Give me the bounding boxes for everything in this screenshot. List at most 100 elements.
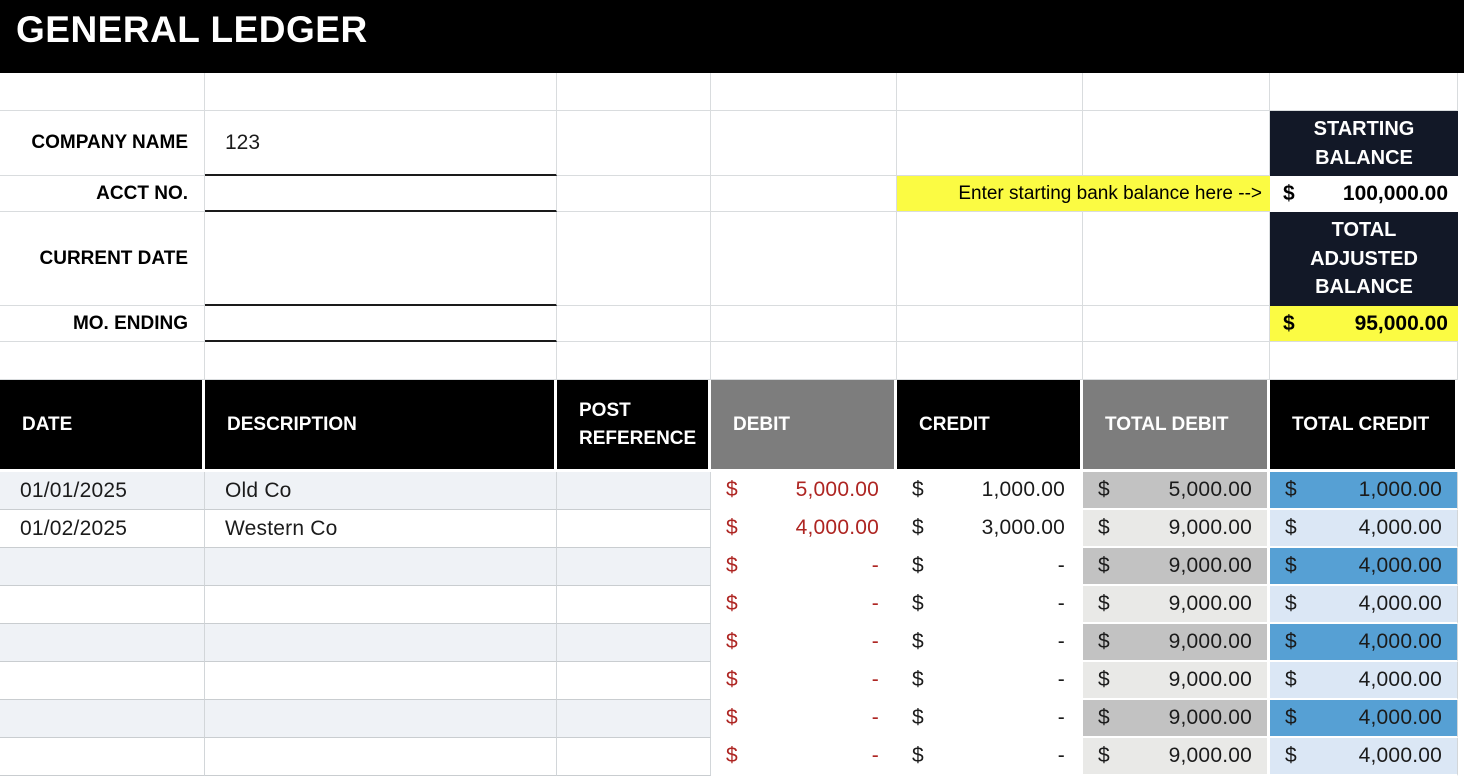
total-credit-amount: 4,000.00 (1358, 668, 1442, 691)
cell-debit[interactable]: $ - (711, 586, 897, 624)
cell-total-debit[interactable]: $ 9,000.00 (1083, 738, 1270, 776)
currency-symbol: $ (726, 630, 738, 653)
cell-total-debit[interactable]: $ 9,000.00 (1083, 662, 1270, 700)
header-description: DESCRIPTION (205, 380, 557, 472)
currency-symbol: $ (1098, 668, 1110, 691)
cell-total-credit[interactable]: $ 4,000.00 (1270, 548, 1458, 586)
cell-total-credit[interactable]: $ 1,000.00 (1270, 472, 1458, 510)
company-name-input[interactable]: 123 (205, 111, 557, 176)
cell-debit[interactable]: $ 4,000.00 (711, 510, 897, 548)
cell-description[interactable]: Old Co (205, 472, 557, 510)
cell-description[interactable]: Western Co (205, 510, 557, 548)
cell-credit[interactable]: $ - (897, 548, 1083, 586)
debit-amount: - (871, 630, 879, 653)
cell-post-reference[interactable] (557, 738, 711, 776)
cell-date[interactable] (0, 548, 205, 586)
empty-cell (711, 306, 897, 342)
debit-amount: - (871, 554, 879, 577)
cell-debit[interactable]: $ - (711, 662, 897, 700)
cell-total-debit[interactable]: $ 9,000.00 (1083, 624, 1270, 662)
cell-total-credit[interactable]: $ 4,000.00 (1270, 586, 1458, 624)
cell-post-reference[interactable] (557, 472, 711, 510)
cell-post-reference[interactable] (557, 510, 711, 548)
currency-symbol: $ (912, 516, 924, 539)
cell-credit[interactable]: $ - (897, 624, 1083, 662)
cell-date[interactable] (0, 662, 205, 700)
empty-cell (1083, 306, 1270, 342)
cell-post-reference[interactable] (557, 700, 711, 738)
cell-credit[interactable]: $ - (897, 586, 1083, 624)
debit-amount: 4,000.00 (795, 516, 879, 539)
cell-total-debit[interactable]: $ 9,000.00 (1083, 700, 1270, 738)
cell-description[interactable] (205, 700, 557, 738)
cell-total-debit[interactable]: $ 9,000.00 (1083, 510, 1270, 548)
header-date: DATE (0, 380, 205, 472)
total-debit-amount: 9,000.00 (1168, 744, 1252, 767)
acct-no-input[interactable] (205, 176, 557, 212)
table-row: $ - $ - $ 9,000.00 $ 4,000.00 (0, 738, 1464, 776)
cell-date[interactable]: 01/01/2025 (0, 472, 205, 510)
total-credit-amount: 4,000.00 (1358, 744, 1442, 767)
header-post-reference: POST REFERENCE (557, 380, 711, 472)
empty-cell (711, 342, 897, 380)
cell-credit[interactable]: $ - (897, 738, 1083, 776)
empty-cell (897, 342, 1083, 380)
starting-balance-value[interactable]: $ 100,000.00 (1270, 176, 1458, 212)
empty-cell (1270, 342, 1458, 380)
cell-description[interactable] (205, 624, 557, 662)
cell-total-debit[interactable]: $ 9,000.00 (1083, 548, 1270, 586)
header-total-debit: TOTAL DEBIT (1083, 380, 1270, 472)
total-debit-amount: 9,000.00 (1168, 516, 1252, 539)
cell-post-reference[interactable] (557, 624, 711, 662)
header-debit: DEBIT (711, 380, 897, 472)
cell-debit[interactable]: $ - (711, 738, 897, 776)
cell-date[interactable] (0, 738, 205, 776)
cell-credit[interactable]: $ - (897, 662, 1083, 700)
cell-date[interactable] (0, 624, 205, 662)
cell-total-credit[interactable]: $ 4,000.00 (1270, 700, 1458, 738)
table-row: $ - $ - $ 9,000.00 $ 4,000.00 (0, 548, 1464, 586)
cell-credit[interactable]: $ - (897, 700, 1083, 738)
spacer-cell (1458, 306, 1464, 342)
cell-total-credit[interactable]: $ 4,000.00 (1270, 510, 1458, 548)
credit-amount: - (1057, 554, 1065, 577)
empty-cell (557, 73, 711, 111)
mo-ending-label: MO. ENDING (0, 306, 205, 342)
current-date-label: CURRENT DATE (0, 212, 205, 306)
spacer-cell (1458, 176, 1464, 212)
cell-description[interactable] (205, 738, 557, 776)
cell-debit[interactable]: $ - (711, 700, 897, 738)
cell-date[interactable]: 01/02/2025 (0, 510, 205, 548)
total-debit-amount: 9,000.00 (1168, 668, 1252, 691)
cell-post-reference[interactable] (557, 662, 711, 700)
credit-amount: - (1057, 630, 1065, 653)
cell-description[interactable] (205, 548, 557, 586)
currency-symbol: $ (1285, 630, 1297, 653)
empty-cell (557, 306, 711, 342)
cell-debit[interactable]: $ 5,000.00 (711, 472, 897, 510)
cell-post-reference[interactable] (557, 586, 711, 624)
adjusted-balance-value[interactable]: $ 95,000.00 (1270, 306, 1458, 342)
cell-post-reference[interactable] (557, 548, 711, 586)
total-debit-amount: 9,000.00 (1168, 706, 1252, 729)
cell-total-credit[interactable]: $ 4,000.00 (1270, 662, 1458, 700)
header-total-credit: TOTAL CREDIT (1270, 380, 1458, 472)
currency-symbol: $ (912, 478, 924, 501)
current-date-input[interactable] (205, 212, 557, 306)
cell-credit[interactable]: $ 3,000.00 (897, 510, 1083, 548)
cell-debit[interactable]: $ - (711, 624, 897, 662)
empty-cell (557, 111, 711, 176)
cell-total-debit[interactable]: $ 9,000.00 (1083, 586, 1270, 624)
cell-date[interactable] (0, 586, 205, 624)
mo-ending-input[interactable] (205, 306, 557, 342)
cell-total-debit[interactable]: $ 5,000.00 (1083, 472, 1270, 510)
cell-credit[interactable]: $ 1,000.00 (897, 472, 1083, 510)
cell-date[interactable] (0, 700, 205, 738)
cell-description[interactable] (205, 662, 557, 700)
currency-symbol: $ (726, 478, 738, 501)
cell-description[interactable] (205, 586, 557, 624)
cell-total-credit[interactable]: $ 4,000.00 (1270, 738, 1458, 776)
empty-cell (897, 306, 1083, 342)
cell-debit[interactable]: $ - (711, 548, 897, 586)
cell-total-credit[interactable]: $ 4,000.00 (1270, 624, 1458, 662)
